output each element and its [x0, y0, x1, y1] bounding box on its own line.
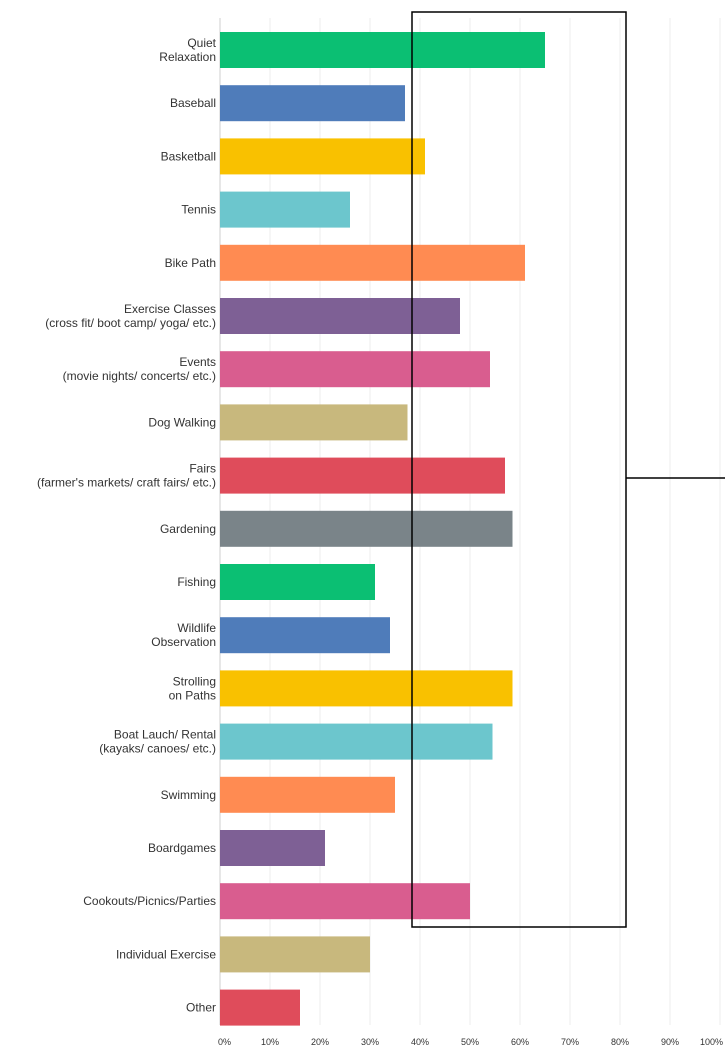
category-label: Other: [186, 1001, 216, 1015]
tick-label: 10%: [261, 1037, 279, 1047]
bar: [220, 776, 395, 813]
bar: [220, 510, 513, 547]
category-label: Wildlife: [177, 621, 216, 635]
bar: [220, 85, 405, 122]
category-label: Individual Exercise: [116, 947, 216, 961]
category-label: (kayaks/ canoes/ etc.): [99, 742, 216, 756]
category-label: Exercise Classes: [124, 302, 216, 316]
bar: [220, 883, 470, 920]
highlight-box: [411, 11, 627, 928]
bar: [220, 404, 408, 441]
category-label: Boardgames: [148, 841, 216, 855]
bar: [220, 457, 505, 494]
category-label: Bike Path: [165, 256, 216, 270]
category-label: Boat Lauch/ Rental: [114, 728, 216, 742]
bar: [220, 138, 425, 175]
category-label: Gardening: [160, 522, 216, 536]
highlight-overlay: [411, 11, 725, 928]
category-label: Relaxation: [159, 50, 216, 64]
bar: [220, 617, 390, 654]
category-label: Quiet: [187, 36, 216, 50]
tick-label: 0%: [218, 1037, 231, 1047]
tick-label: 40%: [411, 1037, 429, 1047]
bar: [220, 32, 545, 68]
category-label: Fishing: [177, 575, 216, 589]
x-axis-ticks: 0% 10% 20% 30% 40% 50% 60% 70% 80% 90% 100%: [218, 1037, 723, 1047]
tick-label: 20%: [311, 1037, 329, 1047]
category-label: Strolling: [173, 674, 216, 688]
tick-label: 90%: [661, 1037, 679, 1047]
bar: [220, 298, 460, 334]
bar: [220, 564, 375, 600]
category-label: Baseball: [170, 96, 216, 110]
tick-label: 30%: [361, 1037, 379, 1047]
tick-label: 100%: [700, 1037, 723, 1047]
bar: [220, 191, 350, 228]
category-label: (movie nights/ concerts/ etc.): [63, 369, 216, 383]
bar: [220, 989, 300, 1026]
category-label: (cross fit/ boot camp/ yoga/ etc.): [45, 316, 216, 330]
tick-label: 80%: [611, 1037, 629, 1047]
category-label: Tennis: [181, 203, 216, 217]
category-label: Cookouts/Picnics/Parties: [83, 894, 216, 908]
tick-label: 60%: [511, 1037, 529, 1047]
category-label: on Paths: [169, 688, 216, 702]
tick-label: 50%: [461, 1037, 479, 1047]
category-label: Fairs: [189, 462, 216, 476]
category-label: Events: [179, 355, 216, 369]
category-label: Dog Walking: [148, 415, 216, 429]
category-label: Basketball: [161, 149, 216, 163]
bar: [220, 351, 490, 388]
bars: [220, 32, 545, 1026]
category-label: Observation: [151, 635, 216, 649]
category-label: Swimming: [161, 788, 216, 802]
category-label: (farmer's markets/ craft fairs/ etc.): [37, 476, 216, 490]
bar: [220, 670, 513, 707]
bar: [220, 830, 325, 866]
bar: [220, 244, 525, 281]
bar: [220, 723, 493, 760]
tick-label: 70%: [561, 1037, 579, 1047]
bar: [220, 936, 370, 973]
